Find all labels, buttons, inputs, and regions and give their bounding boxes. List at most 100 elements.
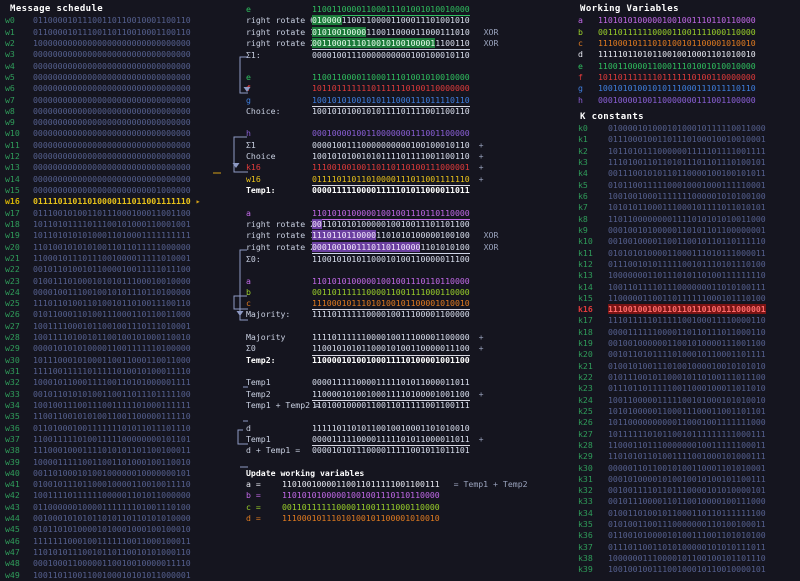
message-word-row[interactable]: w13 00000000000000000000000000000000: [5, 162, 237, 173]
message-word-row[interactable]: w44 00100010101011010110110101010000: [5, 513, 237, 524]
message-word-row[interactable]: w43 01100000010000111111101001110100: [5, 502, 237, 513]
message-word-row[interactable]: w46 11111110001001111110011000100011: [5, 536, 237, 547]
working-variable-row[interactable]: e 11001100001100011101001010010000: [578, 61, 798, 72]
message-word-row[interactable]: w34 10010011100111001111101000111111: [5, 400, 237, 411]
message-word-row[interactable]: w29 00001010101000011001111110100000: [5, 343, 237, 354]
message-word-row[interactable]: w49 10011011001100100010101011000001: [5, 570, 237, 581]
k-constant-row[interactable]: k23 01110110111110011000100011011010: [578, 383, 798, 394]
message-word-label: w30: [5, 354, 20, 365]
message-word-row[interactable]: w41 01001011101100010000110010011110: [5, 479, 237, 490]
k-constant-row[interactable]: k26 10110000000000110001001111111000: [578, 417, 798, 428]
k-constant-row[interactable]: k11 01010101000011000111010111000011: [578, 248, 798, 259]
k-constant-row[interactable]: k5 01011001111100010001000111110001: [578, 180, 798, 191]
working-variable-row[interactable]: f 10110111111101111110100110000000: [578, 72, 798, 83]
message-word-row[interactable]: w21 11000101110111001000011111010001: [5, 253, 237, 264]
k-constant-row[interactable]: k6 10010010001111111000001010100100: [578, 191, 798, 202]
k-constant-row[interactable]: k27 10111111010110010111111111000111: [578, 429, 798, 440]
message-word-row[interactable]: w0 01100001011100110110010001100110: [5, 15, 237, 26]
message-word-row[interactable]: w7 00000000000000000000000000000000: [5, 95, 237, 106]
message-word-row[interactable]: w48 00010001100000110010010000011110: [5, 558, 237, 569]
message-word-row[interactable]: w40 00110100010100100000010000000101: [5, 468, 237, 479]
k-constant-row[interactable]: k3 11101001101101011101101110100101: [578, 157, 798, 168]
message-word-row[interactable]: w38 11100010001111010101101100100011: [5, 445, 237, 456]
message-word-row[interactable]: w20 11010010101010011011011111000000: [5, 242, 237, 253]
k-constant-row[interactable]: k31 00010100001010010010100101100111: [578, 474, 798, 485]
k-constant-label: k3: [578, 157, 588, 168]
k-constant-row[interactable]: k13 10000000110111010110100111111110: [578, 270, 798, 281]
k-constant-row[interactable]: k24 10011000001111100101000101010010: [578, 395, 798, 406]
message-word-row[interactable]: w45 01011010100001010001000100100010: [5, 524, 237, 535]
k-constant-row[interactable]: k20 00101101011110100010110001101111: [578, 349, 798, 360]
message-word-row[interactable]: w6 00000000000000000000000000000000: [5, 83, 237, 94]
message-word-row[interactable]: w23 01001110100010101011100010010000: [5, 276, 237, 287]
working-variable-row[interactable]: d 11111011010110010010001101010010: [578, 49, 798, 60]
k-constant-row[interactable]: k28 11000110111000000010011111100011: [578, 440, 798, 451]
message-word-row[interactable]: w47 11010101110010110110010101000110: [5, 547, 237, 558]
message-word-row[interactable]: w36 01101000100111111101011011101110: [5, 423, 237, 434]
k-constant-row[interactable]: k19 00100100000011001010000111001100: [578, 338, 798, 349]
message-word-row[interactable]: w10 00000000000000000000000000000000: [5, 128, 237, 139]
k-constant-row[interactable]: k22 01011100101100010110100111011100: [578, 372, 798, 383]
message-word-row[interactable]: w5 00000000000000000000000000000000: [5, 72, 237, 83]
k-constant-row[interactable]: k8 11011000000001111010101010011000: [578, 214, 798, 225]
k-constant-row[interactable]: k25 10101000001100011100011001101101: [578, 406, 798, 417]
message-word-row[interactable]: w28 10011110100101100100101000110010: [5, 332, 237, 343]
message-word-row[interactable]: w35 11001100101010011001100000111110: [5, 411, 237, 422]
message-word-row[interactable]: w9 00000000000000000000000000000000: [5, 117, 237, 128]
message-word-row[interactable]: w26 01011000110100111000110110011000: [5, 309, 237, 320]
k-constant-row[interactable]: k1 01110001001101110100010010010001: [578, 134, 798, 145]
k-constant-row-active[interactable]: k16 11100100100110110110100111000001: [578, 304, 798, 315]
message-word-row[interactable]: w42 10011110111111000001101011000000: [5, 490, 237, 501]
message-word-row[interactable]: w3 00000000000000000000000000000000: [5, 49, 237, 60]
working-variable-row[interactable]: b 00110111111000011001111000110000: [578, 27, 798, 38]
message-word-row[interactable]: w12 00000000000000000000000000000000: [5, 151, 237, 162]
k-constant-row[interactable]: k17 11101111101111100100011110000110: [578, 315, 798, 326]
k-constant-row[interactable]: k10 00100100001100110010110110111110: [578, 236, 798, 247]
k-constant-row[interactable]: k21 01001010011101001000010010101010: [578, 361, 798, 372]
message-word-row-active[interactable]: w16 01111011011010000111011001111110 ▸: [5, 196, 237, 207]
message-word-row[interactable]: w4 00000000000000000000000000000000: [5, 61, 237, 72]
message-word-row[interactable]: w18 10110101111011100101000110001001: [5, 219, 237, 230]
k-constant-row[interactable]: k39 10010010011100100010110010000101: [578, 564, 798, 575]
message-word-row[interactable]: w2 10000000000000000000000000000000: [5, 38, 237, 49]
k-constant-row[interactable]: k9 00010010100000110101101100000001: [578, 225, 798, 236]
working-variable-row[interactable]: g 10010101001010111000111011110110: [578, 83, 798, 94]
k-constant-row[interactable]: k35 01010011001110000000110100100011: [578, 519, 798, 530]
k-constant-row[interactable]: k0 01000010100010100010111110011000: [578, 123, 798, 134]
message-word-row[interactable]: w25 11101101001101001011010011100110: [5, 298, 237, 309]
k-constant-row[interactable]: k32 00100111101101110000101010000101: [578, 485, 798, 496]
k-constant-row[interactable]: k36 01100101000010100111001101010100: [578, 530, 798, 541]
k-constant-row[interactable]: k2 10110101110000001111101111001111: [578, 146, 798, 157]
message-word-row[interactable]: w39 10000111110011001101000100110010: [5, 457, 237, 468]
message-word-row[interactable]: w37 11001111101001111100000000101101: [5, 434, 237, 445]
message-word-row[interactable]: w32 10001011000111100110101000001111: [5, 377, 237, 388]
k-constant-row[interactable]: k37 01110110011010100000101010111011: [578, 542, 798, 553]
k-constant-row[interactable]: k4 00111001010110110000100100101011: [578, 168, 798, 179]
message-word-row[interactable]: w24 00001001110010010101110110100000: [5, 287, 237, 298]
working-variable-row[interactable]: a 11010101000001001001110110110000: [578, 15, 798, 26]
k-constant-row[interactable]: k38 10000001110000101100100101101110: [578, 553, 798, 564]
message-word-row[interactable]: w33 00101101010100110011011101111100: [5, 389, 237, 400]
message-word-row[interactable]: w17 01110010100110111000100011001100: [5, 208, 237, 219]
message-word-row[interactable]: w19 10110101010100011010001111111111: [5, 230, 237, 241]
message-word-row[interactable]: w1 01100001011100110110010001100110: [5, 27, 237, 38]
message-word-row[interactable]: w30 10111000101000110011000110011000: [5, 355, 237, 366]
message-word-row[interactable]: w27 10011110001011001001110111010001: [5, 321, 237, 332]
k-constant-row[interactable]: k34 01001101001011000110110111111100: [578, 508, 798, 519]
k-constant-row[interactable]: k29 11010101101001111001000101000111: [578, 451, 798, 462]
k-constant-row[interactable]: k7 10101011000111000101111011010101: [578, 202, 798, 213]
working-variable-row[interactable]: h 00010000100110000000111001100000: [578, 95, 798, 106]
message-word-row[interactable]: w11 00000000000000000000000000000000: [5, 140, 237, 151]
message-word-row[interactable]: w15 00000000000000000000000001000000: [5, 185, 237, 196]
k-constant-row[interactable]: k14 10011011110111000000011010100111: [578, 282, 798, 293]
message-word-row[interactable]: w8 00000000000000000000000000000000: [5, 106, 237, 117]
k-constant-row[interactable]: k12 01110010101111100101110101110100: [578, 259, 798, 270]
k-constant-row[interactable]: k15 11000001100110111111000101110100: [578, 293, 798, 304]
k-constant-row[interactable]: k33 00101110000110110010000100111000: [578, 496, 798, 507]
message-word-row[interactable]: w14 00000000000000000000000000000000: [5, 174, 237, 185]
working-variable-row[interactable]: c 11100010111010100101100001010010: [578, 38, 798, 49]
message-word-row[interactable]: w22 00101101001011000010011111011100: [5, 264, 237, 275]
k-constant-row[interactable]: k30 00000110110010100110001101010001: [578, 463, 798, 474]
message-word-row[interactable]: w31 11110011111011111010010100011110: [5, 366, 237, 377]
k-constant-row[interactable]: k18 00001111110000110110111011000110: [578, 327, 798, 338]
